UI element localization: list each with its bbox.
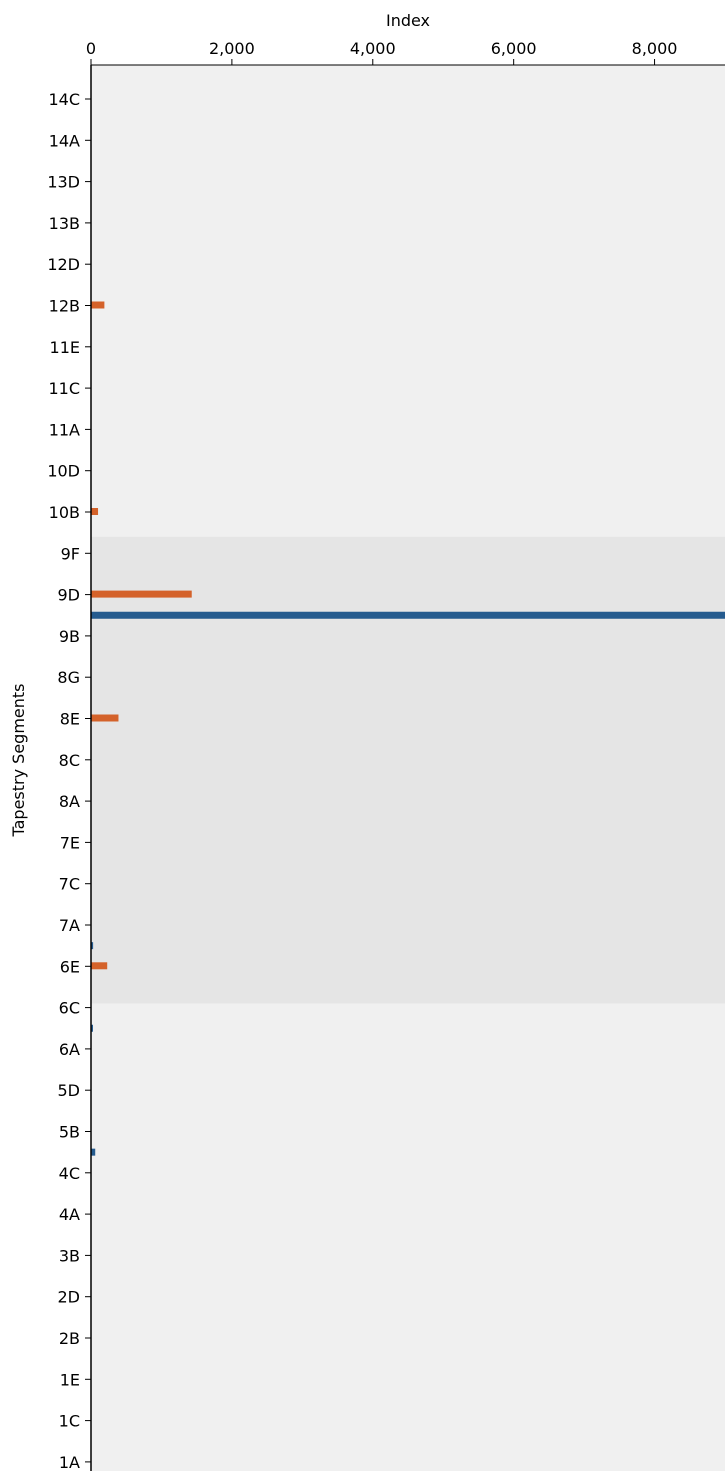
y-tick-label: 1E (60, 1370, 80, 1389)
bar-8E (91, 714, 119, 722)
bar-12B (91, 301, 105, 309)
x-tick-label: 0 (86, 39, 96, 58)
y-tick-label: 8A (59, 792, 80, 811)
y-tick-label: 2B (59, 1329, 80, 1348)
y-tick-label: 6A (59, 1040, 80, 1059)
orange-series (91, 301, 192, 970)
y-tick-label: 5D (58, 1081, 81, 1100)
y-tick-label: 9D (58, 586, 81, 605)
y-tick-label: 8G (57, 668, 80, 687)
blue-series (91, 611, 725, 1156)
y-tick-label: 6E (60, 957, 80, 976)
y-tick-label: 11A (49, 420, 80, 439)
y-tick-label: 10D (47, 462, 80, 481)
y-tick-label: 14A (49, 131, 80, 150)
x-tick-label: 4,000 (350, 39, 396, 58)
y-tick-label: 12B (49, 297, 80, 316)
highlight-band (91, 536, 725, 1004)
bar-6C-6A (91, 1024, 93, 1032)
y-tick-label: 11C (48, 379, 80, 398)
x-tick-label: 8,000 (632, 39, 678, 58)
bar-7A-6E (91, 942, 94, 950)
x-tick-label: 2,000 (209, 39, 255, 58)
x-axis: 0 2,000 4,000 6,000 8,000 (86, 39, 725, 66)
y-tick-label: 13D (47, 173, 80, 192)
y-tick-label: 7A (59, 916, 80, 935)
bar-9D-9B (91, 611, 725, 619)
y-tick-label: 7C (59, 875, 80, 894)
bar-5B-4C (91, 1148, 96, 1156)
y-tick-label: 4C (59, 1164, 80, 1183)
x-tick-label: 6,000 (491, 39, 537, 58)
y-tick-label: 14C (48, 90, 80, 109)
bar-10B (91, 508, 99, 515)
y-tick-label: 8C (59, 751, 80, 770)
y-tick-label: 8E (60, 710, 80, 729)
y-tick-label: 4A (59, 1205, 80, 1224)
y-tick-label: 3B (59, 1246, 80, 1265)
y-tick-label: 9B (59, 627, 80, 646)
y-tick-label: 13B (49, 214, 80, 233)
y-tick-label: 6C (59, 999, 80, 1018)
y-tick-label: 12D (47, 255, 80, 274)
y-tick-label: 1A (59, 1453, 80, 1471)
bar-9D (91, 590, 192, 598)
x-axis-title: Index (386, 11, 430, 30)
y-tick-label: 5B (59, 1123, 80, 1142)
y-tick-label: 2D (58, 1288, 81, 1307)
y-tick-label: 7E (60, 833, 80, 852)
y-tick-label: 9F (61, 544, 80, 563)
y-tick-label: 11E (50, 338, 80, 357)
y-tick-label: 1C (59, 1412, 80, 1431)
bar-6E (91, 962, 108, 970)
y-tick-label: 10B (49, 503, 80, 522)
y-axis-title: Tapestry Segments (9, 683, 28, 837)
y-axis: 14C 14A 13D 13B 12D 12B 11E 11C 11A 10D 10B 9F 9D 9B 8… (47, 65, 92, 1471)
